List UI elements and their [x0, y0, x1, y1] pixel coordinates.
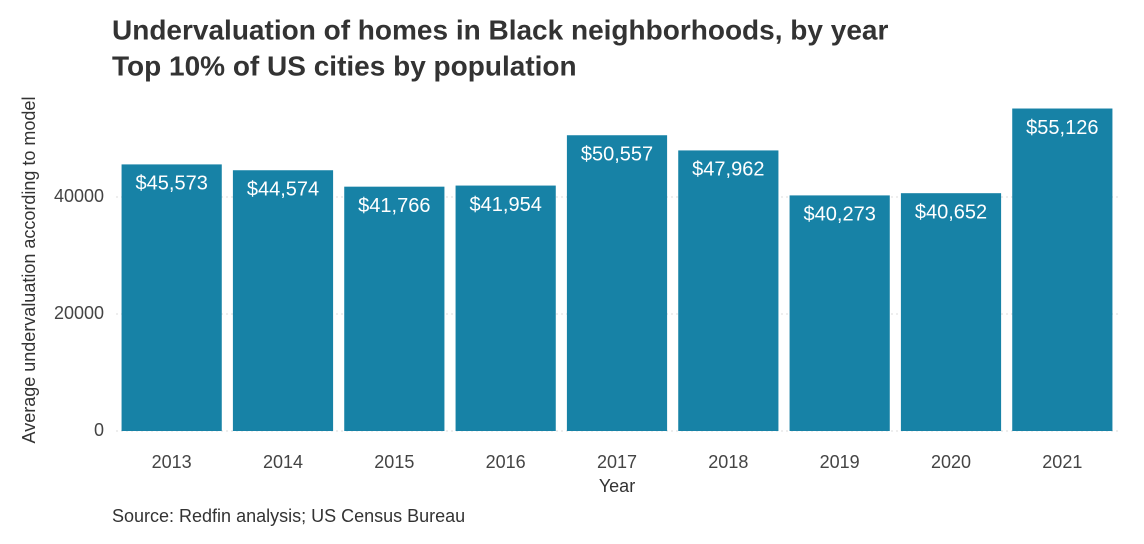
bar — [678, 150, 779, 431]
bar — [789, 195, 890, 431]
y-axis-label: Average undervaluation according to mode… — [19, 97, 39, 444]
bar — [232, 170, 334, 431]
value-label: $55,126 — [1026, 117, 1098, 139]
bar — [566, 135, 668, 431]
bar — [900, 193, 1002, 431]
bar — [1012, 108, 1113, 431]
x-tick-label: 2020 — [931, 452, 971, 472]
bar — [121, 164, 222, 431]
value-label: $40,652 — [915, 201, 987, 223]
x-tick-label: 2017 — [597, 452, 637, 472]
x-tick-label: 2019 — [820, 452, 860, 472]
value-label: $50,557 — [581, 144, 653, 166]
x-tick-label: 2016 — [486, 452, 526, 472]
value-label: $45,573 — [136, 173, 208, 195]
chart-subtitle: Top 10% of US cities by population — [112, 50, 577, 81]
value-label: $40,273 — [804, 204, 876, 226]
value-label: $47,962 — [692, 159, 764, 181]
bar — [344, 186, 445, 431]
y-tick-label: 20000 — [54, 303, 104, 323]
x-tick-label: 2018 — [708, 452, 748, 472]
source: Source: Redfin analysis; US Census Burea… — [112, 506, 465, 526]
chart-title: Undervaluation of homes in Black neighbo… — [112, 14, 888, 45]
y-tick-label: 40000 — [54, 186, 104, 206]
value-label: $41,766 — [358, 195, 430, 217]
value-label: $44,574 — [247, 179, 319, 201]
x-tick-label: 2015 — [374, 452, 414, 472]
bar — [455, 185, 556, 431]
x-tick-label: 2014 — [263, 452, 303, 472]
x-axis-label: Year — [599, 476, 635, 496]
x-tick-label: 2021 — [1042, 452, 1082, 472]
x-tick-label: 2013 — [152, 452, 192, 472]
value-label: $41,954 — [470, 194, 542, 216]
y-tick-label: 0 — [94, 420, 104, 440]
